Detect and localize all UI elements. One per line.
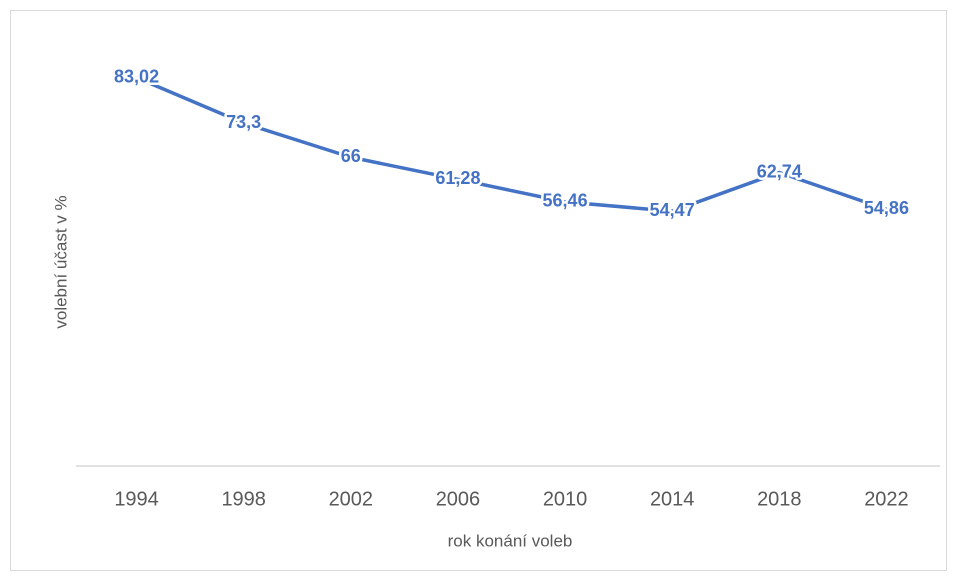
x-tick-label: 1994 bbox=[114, 488, 159, 510]
data-label: 54,86 bbox=[864, 198, 909, 218]
data-label: 62,74 bbox=[757, 161, 802, 181]
x-tick-label: 1998 bbox=[221, 488, 266, 510]
x-tick-label: 2010 bbox=[543, 488, 588, 510]
y-axis-title: volební účast v % bbox=[51, 195, 70, 328]
data-label: 73,3 bbox=[226, 112, 261, 132]
x-tick-label: 2018 bbox=[757, 488, 802, 510]
data-label: 83,02 bbox=[114, 66, 159, 86]
x-axis-title: rok konání voleb bbox=[448, 531, 573, 550]
line bbox=[135, 76, 888, 213]
data-label: 56,46 bbox=[543, 191, 588, 211]
data-label: 66 bbox=[341, 146, 361, 166]
chart-border bbox=[10, 10, 947, 571]
x-tick-label: 2022 bbox=[864, 488, 909, 510]
data-label: 61,28 bbox=[435, 168, 480, 188]
x-tick-label: 2006 bbox=[436, 488, 481, 510]
data-label: 54,47 bbox=[650, 200, 695, 220]
x-tick-label: 2014 bbox=[650, 488, 695, 510]
x-tick-label: 2002 bbox=[329, 488, 374, 510]
